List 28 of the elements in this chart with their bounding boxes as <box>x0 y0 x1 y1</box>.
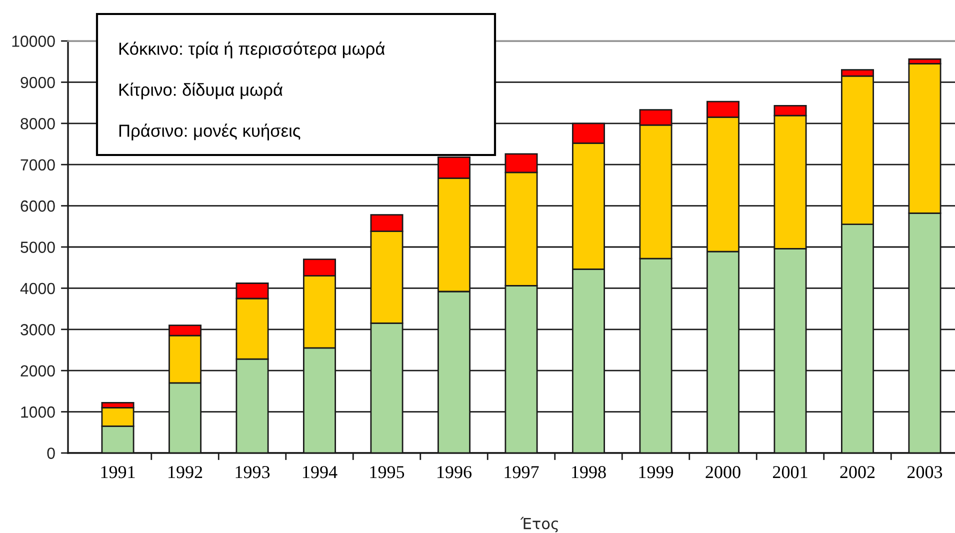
x-tick-label: 1992 <box>168 466 202 478</box>
y-tick-label: 4000 <box>20 282 55 294</box>
x-tick-label: 2000 <box>706 466 740 478</box>
x-tick-label: 1995 <box>370 466 404 478</box>
annotation: Κίτρινο: δίδυμα μωρά <box>119 82 283 100</box>
x-tick-label: 2003 <box>907 466 942 478</box>
x-axis-title: Έτος <box>520 516 558 532</box>
y-tick-label: 8000 <box>20 118 55 130</box>
x-tick-label: 1997 <box>504 466 539 478</box>
x-tick-label: 1993 <box>236 466 270 478</box>
x-tick-label: 1999 <box>639 466 674 478</box>
annotation: Κόκκινο: τρία ή περισσότερα μωρά <box>119 42 385 58</box>
y-tick-label: 0 <box>47 448 55 459</box>
x-tick-label: 2002 <box>840 466 875 478</box>
annotation: Πράσινο: μονές κυήσεις <box>119 124 300 140</box>
x-tick-label: 1994 <box>303 466 338 478</box>
x-tick-label: 1998 <box>572 466 606 478</box>
x-tick-label: 2001 <box>772 466 808 478</box>
y-tick-label: 3000 <box>20 324 55 336</box>
y-tick-label: 5000 <box>20 242 55 253</box>
y-tick-label: 9000 <box>20 76 55 88</box>
y-tick-label: 2000 <box>20 365 55 377</box>
y-tick-label: 7000 <box>20 159 55 171</box>
x-tick-label: 1991 <box>101 466 135 478</box>
y-tick-label: 1000 <box>21 406 55 418</box>
y-tick-label: 6000 <box>20 200 55 212</box>
x-tick-label: 1996 <box>438 466 472 478</box>
y-tick-label: 10000 <box>12 36 55 47</box>
